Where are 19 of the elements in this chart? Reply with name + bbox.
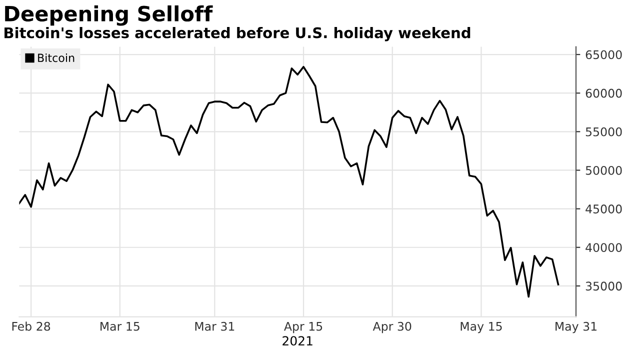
x-tick-label: Mar 31 <box>195 322 234 331</box>
y-tick-label: 65000 <box>586 50 622 60</box>
y-tick-label: 50000 <box>586 166 622 175</box>
line-series <box>19 66 560 298</box>
x-axis-title: 2021 <box>282 336 312 346</box>
x-tick-label: Apr 30 <box>372 322 412 334</box>
y-tick-label: 40000 <box>586 243 622 252</box>
y-tick-label: 55000 <box>586 127 622 136</box>
y-tick-label: 35000 <box>586 282 622 291</box>
x-tick-label: Mar 15 <box>100 322 140 331</box>
x-tick-label: Feb 28 <box>12 322 50 331</box>
x-tick-label: May 15 <box>460 322 502 334</box>
y-tick-label: 60000 <box>586 88 622 98</box>
legend-label: Bitcoin <box>38 53 74 62</box>
x-tick-label: May 31 <box>556 322 596 334</box>
chart-title: Deepening Selloff <box>5 5 213 26</box>
chart-subtitle: Bitcoin's losses accelerated before U.S. holiday weekend <box>4 27 470 42</box>
y-tick-label: 45000 <box>586 204 622 214</box>
x-tick-label: Apr 15 <box>284 322 322 334</box>
